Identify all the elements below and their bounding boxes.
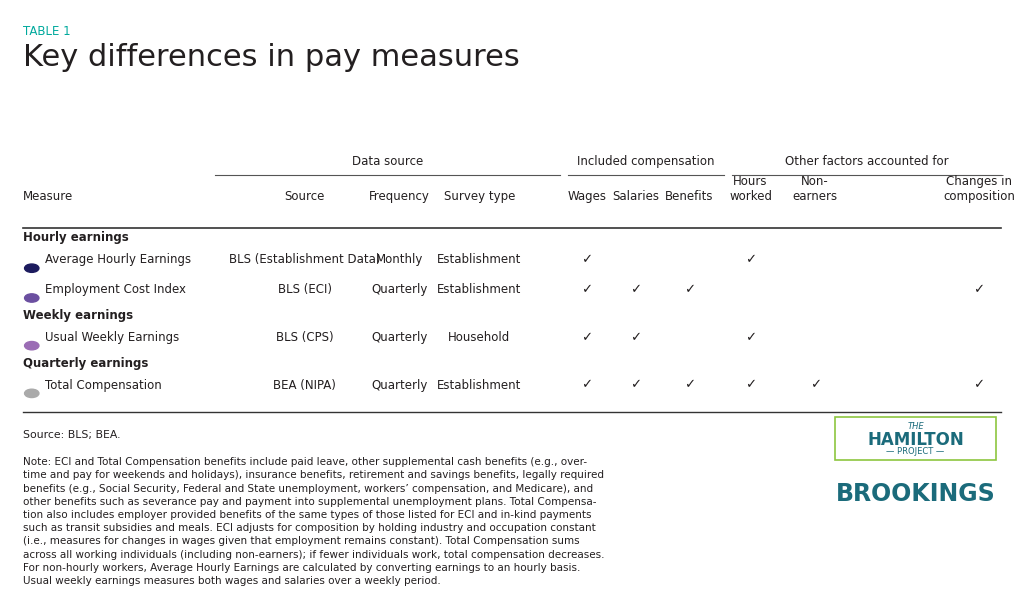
Text: ✓: ✓ [810, 378, 820, 392]
Text: Establishment: Establishment [437, 378, 521, 392]
Text: BLS (CPS): BLS (CPS) [275, 331, 334, 344]
Text: Total Compensation: Total Compensation [45, 378, 162, 392]
Text: HAMILTON: HAMILTON [867, 431, 964, 449]
Text: Note: ECI and Total Compensation benefits include paid leave, other supplemental: Note: ECI and Total Compensation benefit… [23, 457, 604, 586]
Text: BEA (NIPA): BEA (NIPA) [273, 378, 336, 392]
Text: Source: Source [285, 190, 325, 203]
Text: ✓: ✓ [974, 378, 984, 392]
Text: Salaries: Salaries [612, 190, 659, 203]
Text: Hourly earnings: Hourly earnings [23, 231, 128, 244]
Text: — PROJECT —: — PROJECT — [887, 447, 944, 456]
Text: Non-
earners: Non- earners [793, 175, 838, 203]
Text: ✓: ✓ [745, 253, 756, 266]
Text: ✓: ✓ [745, 378, 756, 392]
Text: ✓: ✓ [582, 253, 592, 266]
Text: Wages: Wages [567, 190, 606, 203]
Text: BLS (Establishment Data): BLS (Establishment Data) [229, 253, 380, 266]
Text: TABLE 1: TABLE 1 [23, 25, 71, 38]
Text: Average Hourly Earnings: Average Hourly Earnings [45, 253, 191, 266]
Text: ✓: ✓ [684, 378, 694, 392]
Text: BLS (ECI): BLS (ECI) [278, 283, 332, 296]
Text: ✓: ✓ [974, 283, 984, 296]
Text: Hours
worked: Hours worked [729, 175, 772, 203]
Text: Survey type: Survey type [443, 190, 515, 203]
Text: ✓: ✓ [684, 283, 694, 296]
Text: Establishment: Establishment [437, 253, 521, 266]
Text: Household: Household [449, 331, 510, 344]
Text: ✓: ✓ [745, 331, 756, 344]
Text: Quarterly: Quarterly [371, 283, 428, 296]
Text: Weekly earnings: Weekly earnings [23, 309, 133, 322]
Text: Quarterly: Quarterly [371, 331, 428, 344]
Text: Source: BLS; BEA.: Source: BLS; BEA. [23, 430, 120, 440]
Text: Establishment: Establishment [437, 283, 521, 296]
Text: Changes in
composition: Changes in composition [943, 175, 1015, 203]
Text: Quarterly: Quarterly [371, 378, 428, 392]
Text: BROOKINGS: BROOKINGS [836, 482, 995, 505]
Text: Measure: Measure [23, 190, 73, 203]
Text: Benefits: Benefits [665, 190, 714, 203]
Text: Key differences in pay measures: Key differences in pay measures [23, 43, 519, 72]
Text: ✓: ✓ [582, 331, 592, 344]
Text: Frequency: Frequency [369, 190, 430, 203]
Text: Quarterly earnings: Quarterly earnings [23, 356, 147, 370]
Text: Monthly: Monthly [376, 253, 423, 266]
Text: Included compensation: Included compensation [578, 155, 715, 168]
Text: Employment Cost Index: Employment Cost Index [45, 283, 186, 296]
Text: ✓: ✓ [582, 378, 592, 392]
Text: Other factors accounted for: Other factors accounted for [785, 155, 948, 168]
Text: THE: THE [907, 422, 924, 431]
Text: Data source: Data source [352, 155, 423, 168]
Text: ✓: ✓ [631, 378, 641, 392]
Text: ✓: ✓ [631, 283, 641, 296]
Text: Usual Weekly Earnings: Usual Weekly Earnings [45, 331, 179, 344]
Text: ✓: ✓ [582, 283, 592, 296]
Text: ✓: ✓ [631, 331, 641, 344]
